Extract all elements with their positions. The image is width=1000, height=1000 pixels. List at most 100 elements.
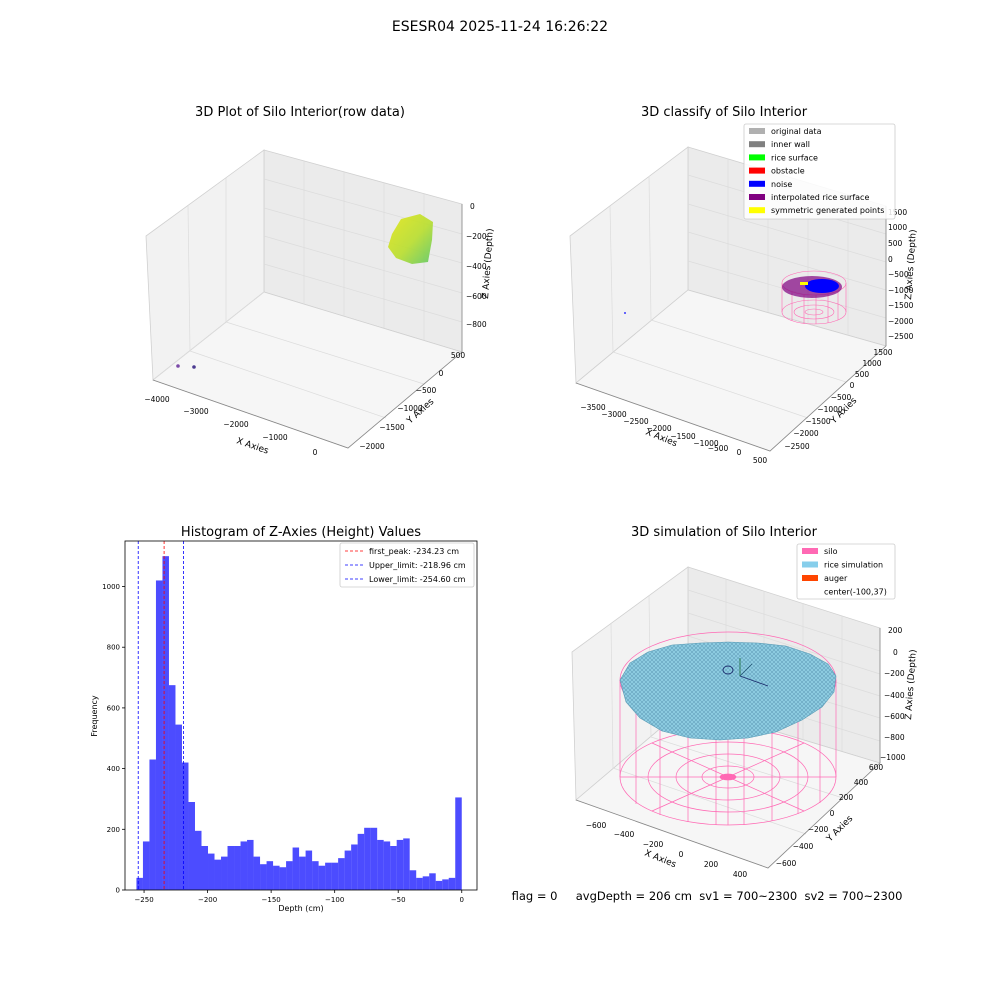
- hist-bar: [351, 844, 358, 890]
- simulation-legend-frame: [796, 543, 896, 600]
- raw-xtick: −2000: [223, 420, 249, 429]
- hist-bar: [292, 847, 300, 890]
- hist-y-ticks: 0 200 400 600 800 1000: [102, 583, 125, 895]
- panel-classify-3d: 3D classify of Silo Interior: [569, 105, 919, 465]
- classify-ytick: 1000: [862, 359, 881, 368]
- hist-ytick-label: 200: [107, 826, 120, 834]
- raw-ztick: −200: [466, 232, 487, 241]
- simulation-xlabel: X Axies: [643, 849, 678, 871]
- classify-xtick: −1500: [670, 432, 696, 441]
- classify-legend-label: noise: [771, 180, 792, 189]
- simulation-ylabel: Y Axies: [824, 814, 855, 845]
- classify-legend-swatch: [749, 128, 765, 134]
- classify-ztick: 1000: [888, 223, 907, 232]
- hist-bar: [142, 841, 150, 890]
- simulation-legend-label: center(-100,37): [824, 588, 887, 597]
- simulation-ytick: 200: [839, 793, 854, 802]
- raw-xtick: 0: [313, 448, 318, 457]
- raw-title: 3D Plot of Silo Interior(row data): [195, 105, 405, 120]
- hist-bar: [312, 861, 319, 890]
- hist-xtick-label: −50: [391, 896, 406, 904]
- raw-ztick: 0: [470, 202, 475, 211]
- classify-legend-swatch: [749, 154, 765, 161]
- simulation-ztick: −600: [884, 712, 905, 721]
- hist-bar: [253, 856, 261, 890]
- classify-noise-points: [805, 279, 839, 293]
- classify-zlabel: Z Axies (Depth): [904, 229, 919, 300]
- raw-noise-point: [192, 365, 196, 369]
- hist-x-ticks: −250 −200 −150 −100 −50 0: [134, 890, 464, 904]
- hist-xtick-label: −250: [134, 896, 153, 904]
- hist-bar: [377, 839, 384, 890]
- hist-bar: [188, 801, 195, 890]
- classify-ytick: −2000: [793, 429, 819, 438]
- classify-symmetric-points: [800, 282, 808, 285]
- raw-xtick: −1000: [262, 433, 288, 442]
- raw-axes-box: [145, 149, 463, 449]
- classify-ztick: 500: [888, 239, 903, 248]
- hist-bar: [370, 827, 378, 890]
- simulation-ztick: 0: [893, 648, 898, 657]
- hist-bar: [357, 833, 365, 890]
- simulation-axes-box: [571, 566, 881, 869]
- raw-xtick: −4000: [144, 395, 170, 404]
- raw-ztick: −600: [466, 292, 487, 301]
- hist-bar: [194, 830, 202, 890]
- simulation-ztick: 200: [888, 626, 903, 635]
- hist-bar: [338, 858, 345, 890]
- panel-histogram: Histogram of Z-Axies (Height) Values −25…: [90, 525, 478, 913]
- hist-bar: [325, 862, 332, 890]
- simulation-legend: silo rice simulation auger center(-100,37): [796, 543, 896, 600]
- hist-reference-lines: [137, 541, 184, 890]
- simulation-xtick: −200: [643, 840, 664, 849]
- raw-ztick: −800: [466, 320, 487, 329]
- hist-bar: [409, 870, 417, 890]
- hist-bar: [266, 861, 274, 890]
- hist-bar: [422, 876, 430, 890]
- raw-noise-point: [176, 364, 180, 368]
- panel-simulation-3d: 3D simulation of Silo Interior: [512, 525, 919, 903]
- hist-xtick-label: −200: [198, 896, 217, 904]
- hist-bar: [240, 841, 248, 890]
- panel-raw-3d: 3D Plot of Silo Interior(row data) −4000: [144, 105, 496, 457]
- simulation-ytick: −200: [808, 825, 829, 834]
- classify-xtick: −1000: [693, 439, 719, 448]
- classify-xtick: −2000: [646, 424, 672, 433]
- classify-xtick: 500: [753, 456, 768, 465]
- simulation-center-axis: [739, 675, 769, 687]
- classify-ztick: −500: [888, 270, 909, 279]
- hist-bar: [221, 856, 228, 890]
- simulation-xtick: 400: [733, 870, 748, 879]
- classify-ztick: −1500: [888, 301, 914, 310]
- hist-bar: [227, 845, 235, 890]
- simulation-xtick: 200: [704, 860, 719, 869]
- classify-legend-swatch: [749, 194, 765, 200]
- hist-bar: [247, 839, 254, 890]
- classify-xtick: −3000: [601, 410, 627, 419]
- hist-bar: [286, 861, 293, 890]
- hist-bar: [136, 877, 143, 890]
- simulation-xtick: −400: [614, 830, 635, 839]
- hist-bar: [234, 845, 241, 890]
- simulation-auger-marker: [722, 665, 734, 675]
- hist-xtick-label: 0: [460, 896, 464, 904]
- hist-xtick-label: −150: [262, 896, 281, 904]
- simulation-axis-lines: [575, 762, 881, 869]
- hist-ytick-label: 600: [107, 704, 120, 712]
- figure-suptitle: ESESR04 2025-11-24 16:26:22: [392, 19, 608, 35]
- raw-axis-lines: [152, 351, 463, 449]
- raw-zlabel: Z Axies (Depth): [481, 228, 496, 299]
- classify-ztick: 1500: [888, 208, 907, 217]
- classify-legend-label: rice surface: [771, 153, 818, 162]
- hist-ytick-label: 1000: [102, 583, 120, 591]
- hist-bars: [136, 556, 462, 890]
- classify-ytick: 500: [855, 370, 870, 379]
- classify-axes-box: [569, 146, 887, 452]
- hist-legend-label: Lower_limit: -254.60 cm: [369, 575, 466, 584]
- classify-legend-swatch: [749, 207, 765, 214]
- classify-ztick: 0: [888, 255, 893, 264]
- hist-bar: [383, 841, 391, 890]
- hist-bar: [181, 762, 189, 890]
- simulation-ytick: 600: [869, 763, 884, 772]
